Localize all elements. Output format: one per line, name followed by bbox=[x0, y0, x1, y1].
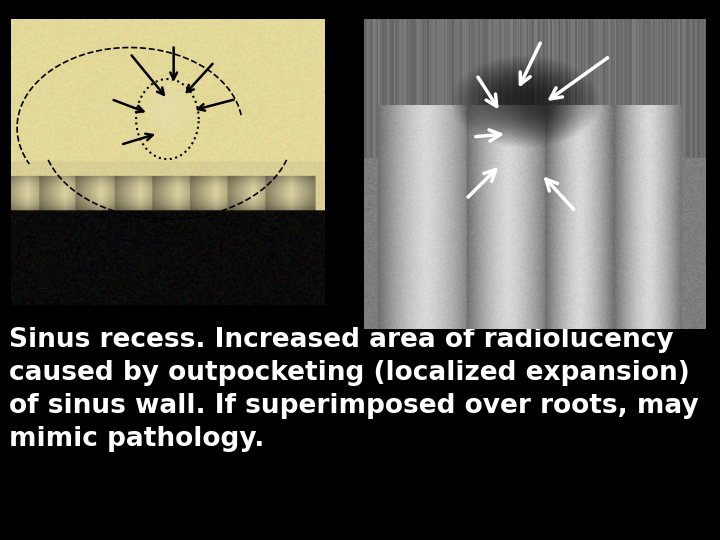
Text: Sinus recess. Increased area of radiolucency
caused by outpocketing (localized e: Sinus recess. Increased area of radioluc… bbox=[9, 327, 698, 451]
Text: facial view: facial view bbox=[118, 21, 206, 39]
